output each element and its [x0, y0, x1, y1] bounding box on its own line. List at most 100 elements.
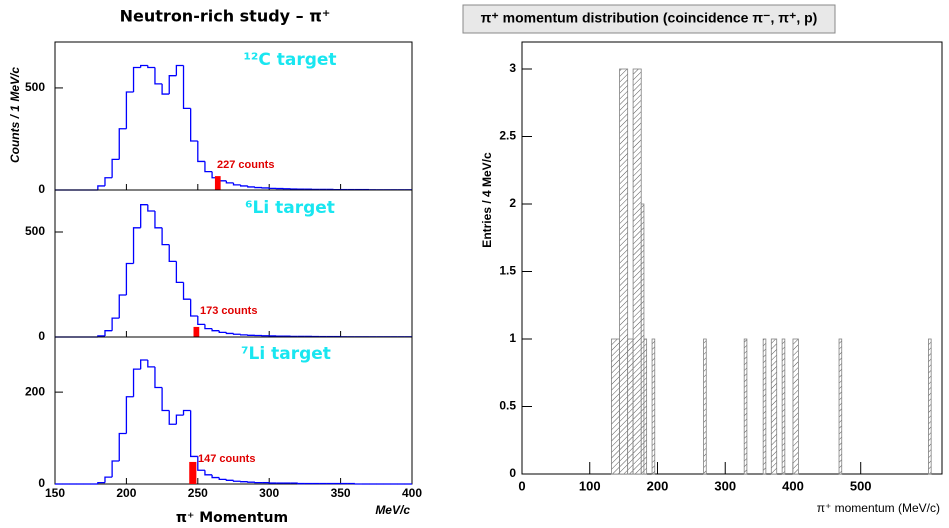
histogram-step	[254, 186, 263, 189]
x-tick-label: 300	[714, 478, 736, 493]
histogram-step	[161, 227, 170, 246]
y-tick-label: 3	[509, 61, 516, 75]
plot-frame	[521, 41, 943, 475]
histogram-step	[211, 474, 220, 479]
histogram-step	[154, 366, 163, 389]
highlight-bar	[189, 461, 197, 484]
y-tick-label: 2.5	[499, 129, 516, 143]
histogram-step	[225, 479, 234, 481]
y-tick-label: 0	[509, 466, 516, 480]
histogram-step	[132, 66, 141, 93]
histogram-bar	[792, 338, 799, 475]
histogram-bar	[743, 338, 748, 475]
x-tick-label: 250	[188, 486, 208, 500]
x-tick-label: 200	[647, 478, 669, 493]
histogram-step	[175, 414, 184, 425]
histogram-bar	[640, 203, 645, 475]
histogram-bar	[632, 68, 642, 475]
histogram-step	[161, 83, 170, 95]
x-tick-label: 500	[850, 478, 872, 493]
histogram-step	[197, 141, 205, 163]
histogram-step	[111, 317, 120, 331]
histogram-step	[168, 410, 177, 425]
histogram-step	[247, 185, 255, 188]
x-tick-label: 300	[259, 486, 279, 500]
histogram-step	[140, 204, 148, 228]
x-tick-label: 400	[402, 486, 422, 500]
histogram-step	[125, 262, 134, 295]
histogram-step	[190, 108, 198, 142]
histogram-step	[239, 184, 248, 187]
y-tick-label: 0	[38, 182, 45, 196]
highlight-bar	[214, 176, 221, 190]
histogram-step	[197, 316, 205, 326]
highlight-bar	[193, 326, 200, 337]
annotation: 173 counts	[200, 305, 257, 317]
y-tick-label: 500	[25, 80, 45, 94]
histogram-bar	[781, 338, 786, 475]
left-x-unit: MeV/c	[375, 503, 410, 517]
x-tick-label: 100	[579, 478, 601, 493]
histogram-step	[118, 432, 127, 462]
histogram-step	[147, 65, 155, 69]
histogram-step	[147, 359, 155, 368]
histogram-step	[225, 180, 234, 184]
histogram-step	[211, 328, 220, 332]
histogram-step	[104, 177, 113, 186]
histogram-step	[225, 332, 234, 335]
histogram-step	[132, 368, 141, 397]
x-tick-label: 150	[45, 486, 65, 500]
histogram-bar	[762, 338, 767, 475]
panel-frame	[54, 336, 413, 485]
histogram-step	[161, 387, 170, 412]
y-tick-label: 0	[38, 329, 45, 343]
histogram-step	[147, 204, 155, 212]
histogram-step	[218, 330, 227, 334]
histogram-bar	[838, 338, 843, 475]
histogram-step	[118, 294, 127, 319]
histogram-step	[232, 182, 241, 186]
histogram-step	[140, 359, 148, 370]
histogram-step	[239, 334, 248, 336]
histogram-bar	[928, 338, 932, 475]
panel-label: ⁶Li target	[245, 198, 335, 218]
y-tick-label: 0	[38, 476, 45, 490]
annotation: 227 counts	[217, 159, 274, 171]
histogram-bar	[643, 338, 648, 475]
histogram-bar	[627, 338, 634, 475]
histogram-step	[154, 211, 163, 229]
y-tick-label: 1	[509, 331, 516, 345]
histogram-step	[204, 470, 213, 476]
left-title: Neutron-rich study – π⁺	[120, 7, 331, 26]
histogram-step	[182, 282, 191, 300]
histogram-step	[140, 64, 148, 68]
histogram-step	[204, 324, 213, 330]
histogram-bar	[651, 338, 656, 475]
histogram-step	[197, 456, 205, 471]
histogram-step	[97, 185, 105, 190]
x-tick-label: 400	[782, 478, 804, 493]
histogram-step	[168, 75, 177, 95]
histogram-step	[190, 410, 198, 458]
left-x-label: π⁺ Momentum	[176, 510, 288, 526]
x-tick-label: 200	[116, 486, 136, 500]
histogram-step	[104, 476, 113, 483]
histogram-step	[97, 481, 105, 484]
panel-label: ¹²C target	[243, 50, 336, 70]
histogram-step	[204, 161, 213, 173]
histogram-step	[111, 158, 120, 178]
right-x-label: π⁺ momentum (MeV/c)	[817, 501, 940, 515]
histogram-step	[118, 128, 127, 160]
histogram-step	[175, 261, 184, 284]
histogram-step	[182, 65, 191, 109]
histogram-step	[111, 460, 120, 478]
x-tick-label: 0	[518, 478, 525, 493]
histogram-step	[104, 330, 113, 336]
histogram-step	[132, 227, 141, 264]
histogram-step	[182, 409, 191, 416]
histogram-step	[232, 480, 241, 482]
histogram-step	[232, 333, 241, 335]
histogram-bar	[611, 338, 620, 475]
histogram-bar	[703, 338, 707, 475]
